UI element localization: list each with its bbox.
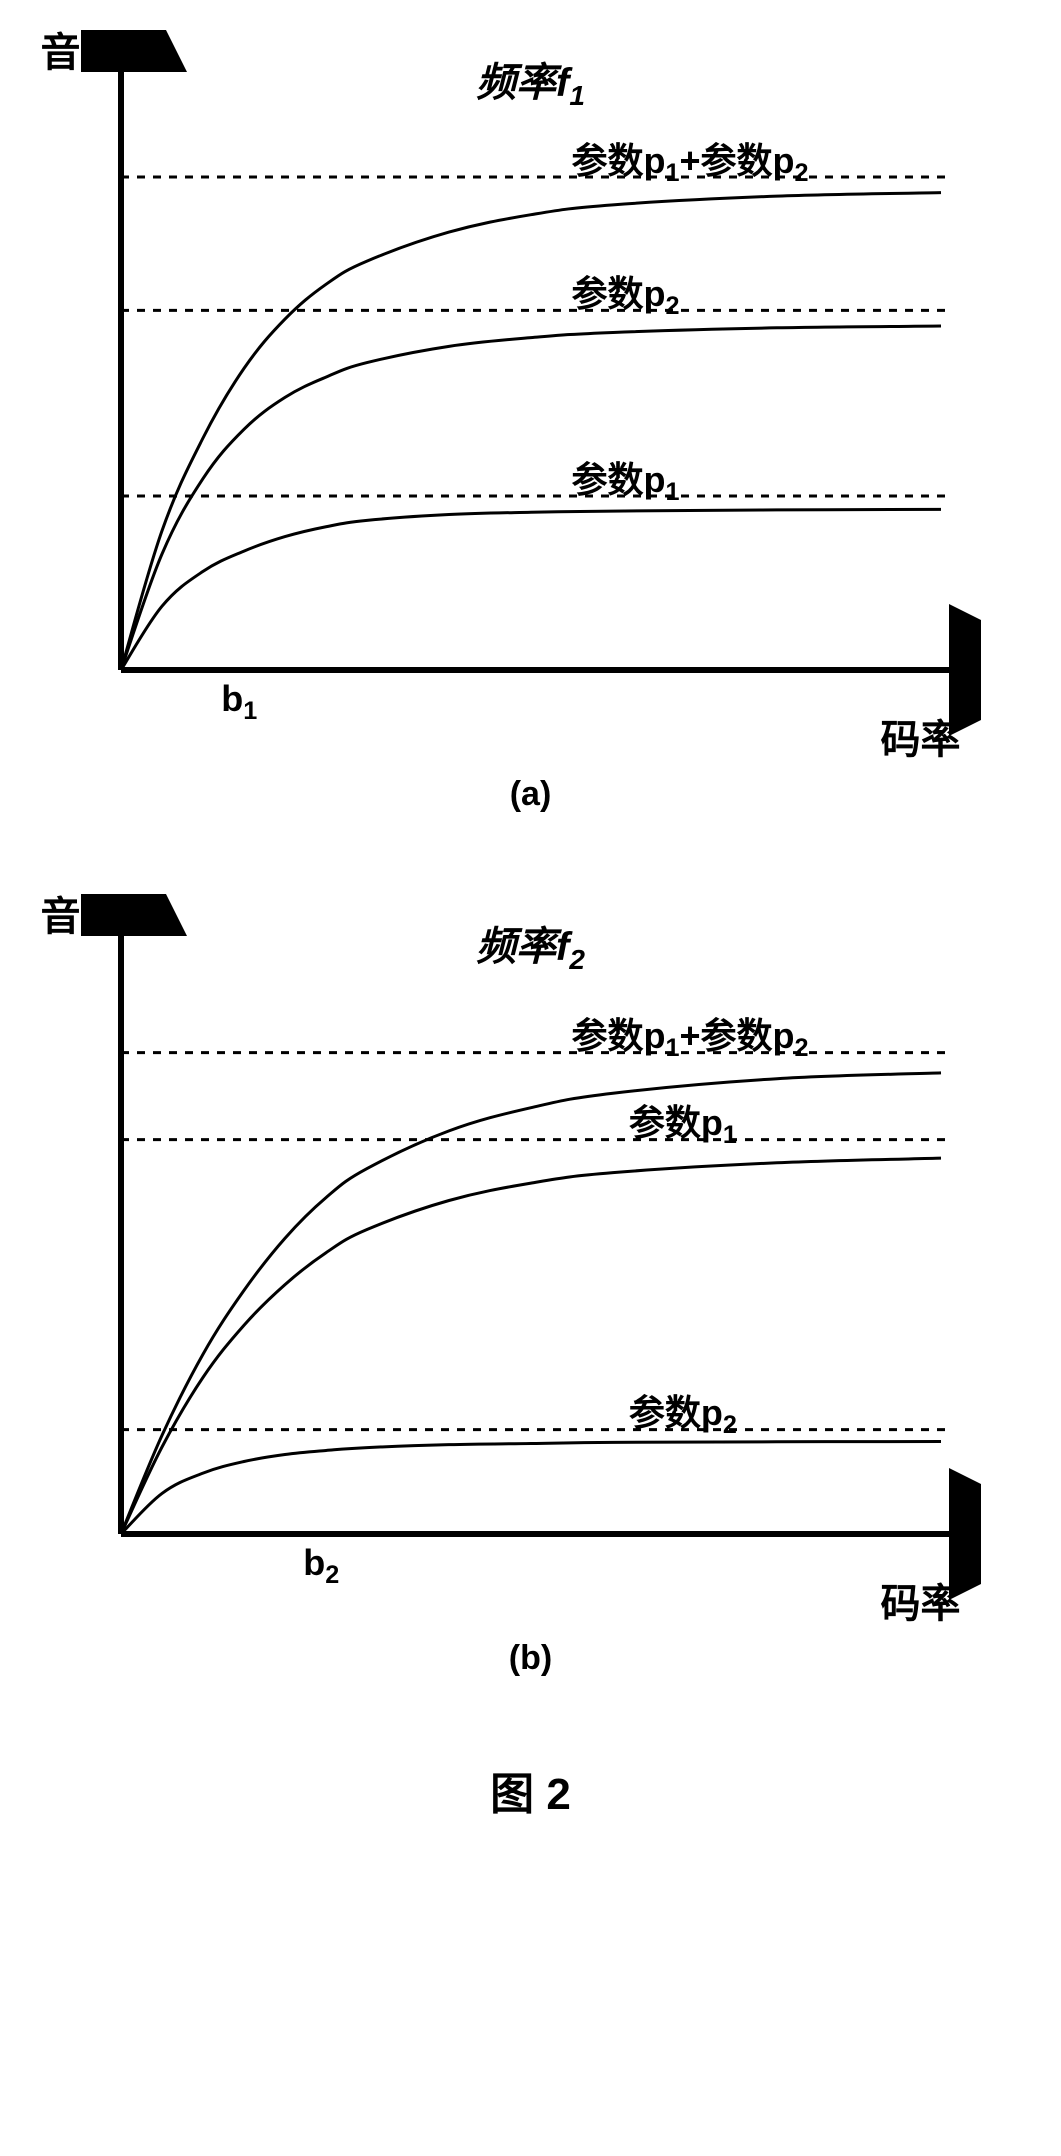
series-label: 参数p1+参数p2 [572,1007,809,1063]
series-label: 参数p1 [629,1094,737,1150]
x-axis-label: 码率 [881,707,961,765]
chart-svg [81,30,981,750]
chart-plot-area: 参数p1参数p2参数p1+参数p2b1码率 [81,30,981,750]
charts-container: 音质频率f1参数p1参数p2参数p1+参数p2b1码率(a)音质频率f2参数p2… [41,30,1021,1678]
chart-plot-area: 参数p2参数p1参数p1+参数p2b2码率 [81,894,981,1614]
series-curve [121,509,941,670]
x-axis-label: 码率 [881,1571,961,1629]
series-curve [121,1158,941,1534]
figure-2: 音质频率f1参数p1参数p2参数p1+参数p2b1码率(a)音质频率f2参数p2… [41,30,1021,1822]
series-curve [121,326,941,670]
figure-caption: 图 2 [41,1758,1021,1822]
series-label: 参数p1+参数p2 [572,132,809,188]
series-curve [121,1073,941,1534]
x-tick-label: b2 [303,1542,339,1590]
series-curve [121,1441,941,1534]
series-label: 参数p2 [572,265,680,321]
x-tick-label: b1 [221,678,257,726]
chart-a: 音质频率f1参数p1参数p2参数p1+参数p2b1码率(a) [41,30,1021,814]
chart-b: 音质频率f2参数p2参数p1参数p1+参数p2b2码率(b) [41,894,1021,1678]
subfigure-label: (b) [41,1639,1021,1678]
chart-svg [81,894,981,1614]
subfigure-label: (a) [41,775,1021,814]
series-label: 参数p1 [572,451,680,507]
series-label: 参数p2 [629,1384,737,1440]
